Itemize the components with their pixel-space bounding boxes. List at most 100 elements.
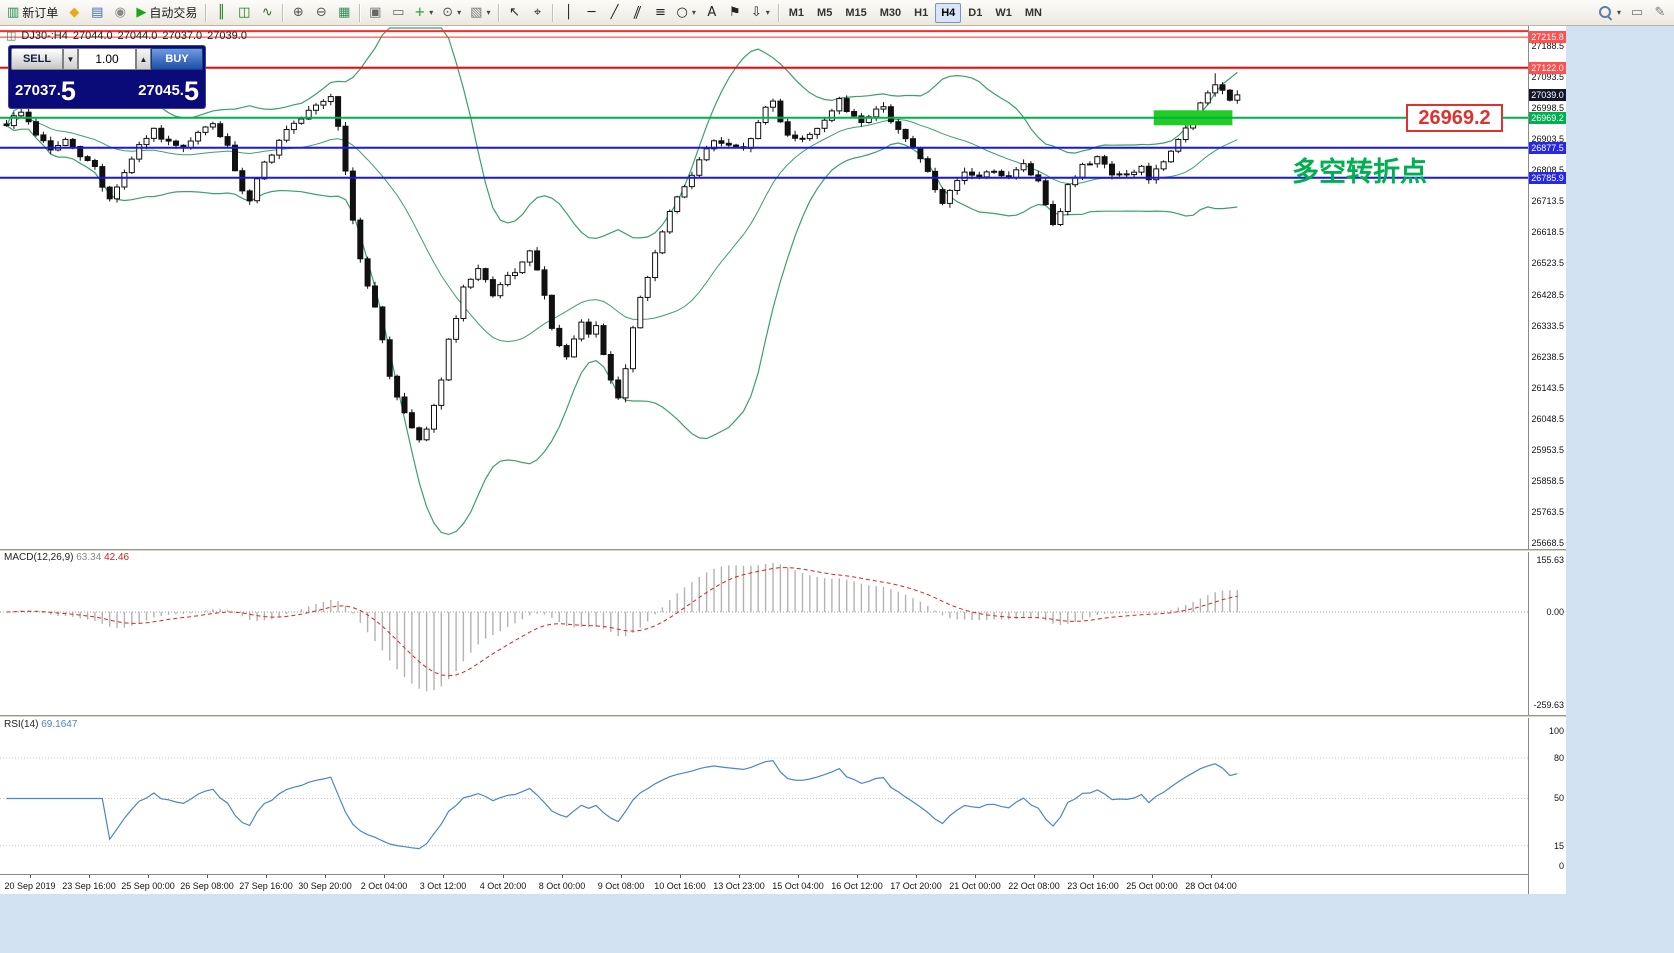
dropdown-arrow-icon: ▾ [1616,8,1621,17]
macd-scale-label: 155.63 [1536,555,1564,565]
price-scale-label: 26903.5 [1531,134,1564,144]
timeframe-m5-button[interactable]: M5 [817,6,833,19]
trendline-button[interactable]: ╱ [603,2,625,24]
zoom-in-button[interactable]: ⊕ [287,2,309,24]
time-axis-tick [1152,875,1153,878]
channel-button[interactable]: ∥ [626,2,648,24]
time-axis-label: 26 Sep 08:00 [180,881,234,891]
ohlc-close: 27039.0 [207,29,247,42]
cascade-windows-icon: ▣ [369,5,382,20]
ohlc-open: 27044.0 [72,29,113,42]
arrows-button[interactable]: ⇩ ▾ [747,2,774,24]
sell-price-fraction: 5 [60,76,76,106]
new-order-button[interactable]: ▥ 新订单 [3,2,62,24]
line-chart-icon: ∿ [261,5,273,20]
rsi-panel-separator[interactable] [0,715,1566,718]
volume-decrease-button[interactable]: ▼ [63,48,78,70]
price-scale[interactable]: 27188.5 27093.5 26998.5 26903.5 26808.5 26713… [1528,26,1566,894]
horizontal-line-button[interactable]: ─ [580,2,602,24]
text-icon: A [707,5,717,20]
time-axis-tick [739,875,740,878]
timeframe-m1-button[interactable]: M1 [788,6,805,19]
price-scale-label: 26428.5 [1531,290,1564,300]
cascade-windows-button[interactable]: ▣ [364,2,386,24]
market-watch-icon: ▤ [91,5,104,20]
time-axis-tick [384,875,385,878]
zoom-out-button[interactable]: ⊖ [310,2,332,24]
cursor-button[interactable]: ↖ [503,2,525,24]
alerts-button[interactable]: ◉ [109,2,131,24]
rsi-label: RSI(14) [4,719,39,730]
compose-button[interactable]: ✎ [1649,2,1671,24]
arrange-windows-button[interactable]: ▭ [387,2,409,24]
volume-input[interactable]: 1.00 [78,48,136,70]
time-axis-label: 15 Oct 04:00 [772,881,824,891]
shapes-button[interactable]: ○ ▾ [672,2,699,24]
autotrading-button[interactable]: ▶ 自动交易 [132,2,201,24]
new-window-button[interactable]: ▭ [1626,2,1648,24]
one-click-trading-panel: SELL ▼ 1.00 ▲ BUY 27037. 5 27045. 5 [8,45,206,109]
timeframe-h4-button[interactable]: H4 [935,2,962,23]
line-chart-button[interactable]: ∿ [256,2,278,24]
chart-ohlc-header: ◫ DJ30-:H4 27044.0 27044.0 27037.0 27039… [6,29,247,42]
sell-button[interactable]: SELL [11,48,63,70]
rsi-value: 69.1647 [41,719,78,730]
volume-increase-button[interactable]: ▲ [136,48,151,70]
symbol-chart-icon: ◫ [6,29,17,42]
candlestick-button[interactable]: ◫ [233,2,255,24]
time-axis-tick [89,875,90,878]
market-watch-button[interactable]: ▤ [86,2,108,24]
time-axis-label: 3 Oct 12:00 [419,881,467,891]
time-axis[interactable]: 20 Sep 2019 23 Sep 16:00 25 Sep 00:00 26 Se… [0,874,1528,894]
timeframe-mn-button[interactable]: MN [1024,6,1042,19]
fibonacci-icon: ≡ [655,5,666,20]
chart-canvas[interactable] [0,26,1528,874]
macd-panel-separator[interactable] [0,549,1566,552]
time-axis-label: 17 Oct 20:00 [890,881,942,891]
text-button[interactable]: A [701,2,723,24]
timeframe-m15-button[interactable]: M15 [845,6,867,19]
tile-windows-button[interactable]: ▦ [333,2,355,24]
periods-icon: ⊙ [442,5,454,20]
price-level-label: 26785.9 [1529,172,1566,184]
time-axis-tick [562,875,563,878]
profiles-button[interactable]: ◆ [63,2,85,24]
time-axis-label: 25 Oct 00:00 [1126,881,1178,891]
timeframe-w1-button[interactable]: W1 [995,6,1012,19]
bar-chart-icon: ║ [217,5,226,20]
macd-label: MACD(12,26,9) [4,552,74,563]
indicators-button[interactable]: + ▾ [410,2,437,24]
fibonacci-button[interactable]: ≡ [649,2,671,24]
horizontal-line-icon: ─ [587,5,596,20]
time-axis-tick [1211,875,1212,878]
timeframe-m30-button[interactable]: M30 [879,6,902,19]
templates-button[interactable]: ▧ ▾ [466,2,494,24]
bar-chart-button[interactable]: ║ [210,2,232,24]
timeframe-h1-button[interactable]: H1 [914,6,929,19]
time-axis-tick [148,875,149,878]
dropdown-arrow-icon: ▾ [765,8,770,17]
text-label-button[interactable]: ⚑ [724,2,746,24]
price-scale-label: 26808.5 [1531,165,1564,175]
periods-button[interactable]: ⊙ ▾ [438,2,465,24]
price-level-label: 27122.0 [1529,62,1566,74]
compose-icon: ✎ [1654,5,1666,20]
time-axis-tick [975,875,976,878]
search-button[interactable]: ▾ [1594,2,1625,24]
price-scale-label: 26333.5 [1531,321,1564,331]
symbol-timeframe: DJ30-:H4 [21,29,68,42]
dropdown-arrow-icon: ▾ [457,8,462,17]
time-axis-label: 22 Oct 08:00 [1008,881,1060,891]
vertical-line-button[interactable]: │ [557,2,579,24]
rsi-scale-label: 80 [1553,753,1564,763]
buy-button[interactable]: BUY [151,48,203,70]
macd-main-value: 63.34 [76,552,102,563]
price-scale-label: 26238.5 [1531,352,1564,362]
timeframe-d1-button[interactable]: D1 [968,6,983,19]
time-axis-label: 30 Sep 20:00 [298,881,352,891]
pivot-note-text: 多空转折点 [1292,157,1427,188]
search-icon [1598,5,1613,20]
crosshair-button[interactable]: ⌖ [526,2,548,24]
time-axis-tick [30,875,31,878]
